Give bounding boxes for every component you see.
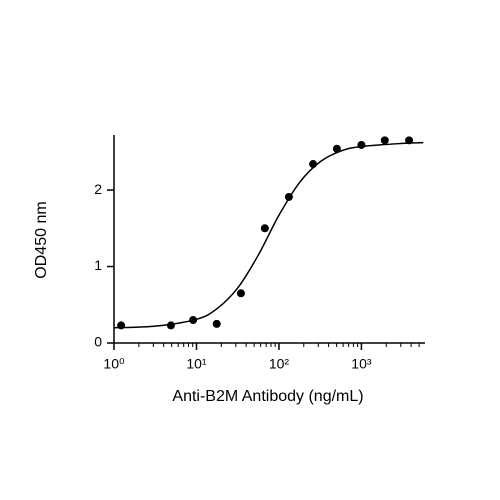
x-tick-label: 10¹	[186, 356, 207, 372]
data-point	[380, 136, 389, 145]
data-point	[236, 289, 245, 298]
data-point	[357, 140, 366, 149]
fit-curve	[113, 141, 424, 329]
y-tick-label: 0	[94, 334, 102, 350]
y-tick-label: 1	[94, 257, 102, 273]
x-tick-label: 10³	[351, 356, 372, 372]
y-tick-label: 2	[94, 181, 102, 197]
data-point	[260, 224, 269, 233]
x-tick-label: 10⁰	[103, 356, 125, 372]
y-axis-label: OD450 nm	[33, 201, 50, 278]
data-point	[332, 144, 341, 153]
x-tick-label: 10²	[269, 356, 290, 372]
x-axis-label: Anti-B2M Antibody (ng/mL)	[172, 388, 363, 405]
data-point	[212, 319, 221, 328]
